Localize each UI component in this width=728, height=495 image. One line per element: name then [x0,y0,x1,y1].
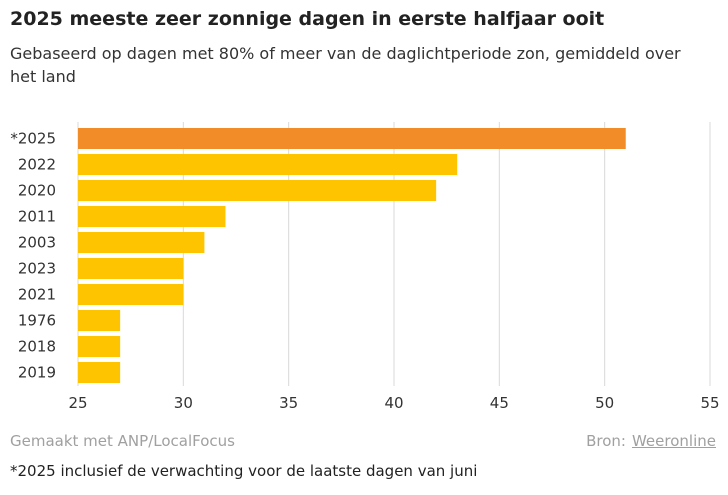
source-credit: Bron: Weeronline [586,432,716,450]
x-tick-label: 55 [700,394,719,412]
category-label: 2020 [18,182,56,200]
bar-2021[interactable] [78,284,184,305]
bar-2018[interactable] [78,336,121,357]
source-label: Bron: [586,432,626,450]
category-label: 2011 [18,208,56,226]
x-tick-label: 40 [384,394,403,412]
bar-2022[interactable] [78,154,458,175]
bar-2025[interactable] [78,128,626,149]
category-label: 2003 [18,234,56,252]
source-link[interactable]: Weeronline [631,432,716,450]
bar-2003[interactable] [78,232,205,253]
x-tick-label: 45 [490,394,509,412]
bar-2019[interactable] [78,362,121,383]
category-label: 2018 [18,338,56,356]
x-tick-label: 25 [68,394,87,412]
footnote: *2025 inclusief de verwachting voor de l… [10,462,478,480]
category-label: *2025 [10,130,56,148]
category-label: 1976 [18,312,56,330]
chart-subtitle: Gebaseerd op dagen met 80% of meer van d… [10,44,681,86]
made-with-credit: Gemaakt met ANP/LocalFocus [10,432,235,450]
category-label: 2019 [18,364,56,382]
bar-1976[interactable] [78,310,121,331]
category-label: 2023 [18,260,56,278]
x-tick-label: 30 [174,394,193,412]
category-label: 2021 [18,286,56,304]
x-tick-label: 50 [595,394,614,412]
bar-2023[interactable] [78,258,184,279]
x-tick-labels: 25 30 35 40 45 50 55 [68,394,719,412]
chart-title: 2025 meeste zeer zonnige dagen in eerste… [10,8,605,30]
bar-2020[interactable] [78,180,437,201]
bar-chart: *2025 2022 2020 2011 2003 2023 2021 1976 2018 201… [10,122,720,412]
x-tick-label: 35 [279,394,298,412]
bar-2011[interactable] [78,206,226,227]
category-labels: *2025 2022 2020 2011 2003 2023 2021 1976 2018 201… [10,130,56,382]
bars [78,128,626,383]
category-label: 2022 [18,156,56,174]
